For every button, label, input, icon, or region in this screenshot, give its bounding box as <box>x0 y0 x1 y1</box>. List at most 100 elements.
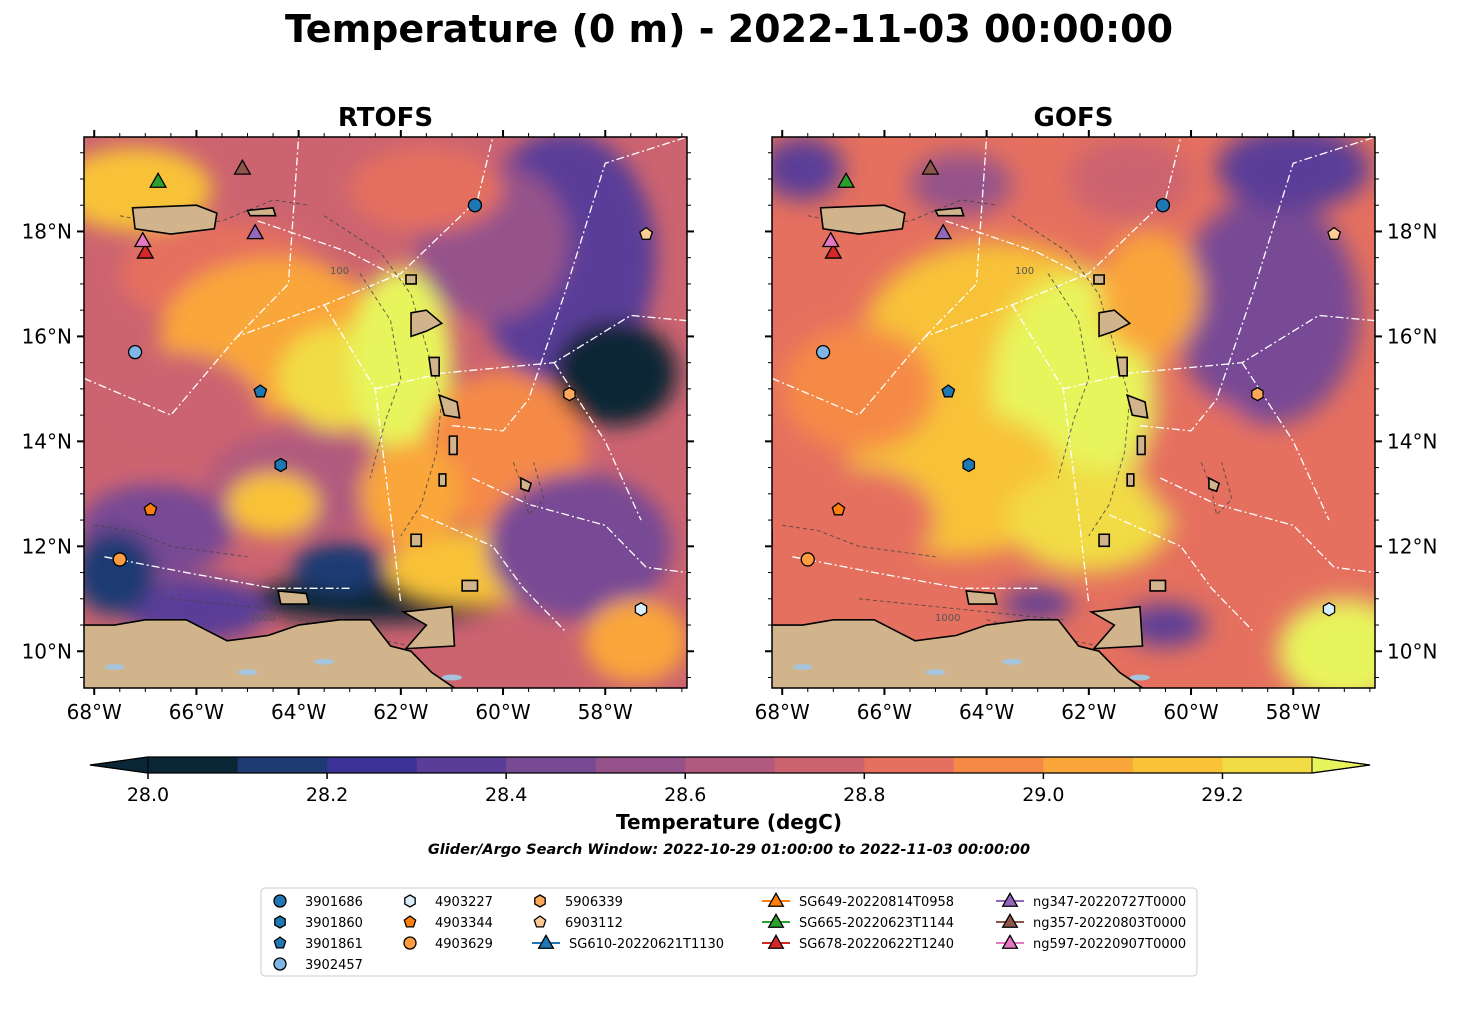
colorbar-segment <box>1222 757 1313 773</box>
south-america-land <box>772 618 1144 688</box>
map-frame-gofs <box>771 136 1376 689</box>
legend-marker-5906339 <box>534 894 546 908</box>
depth-contour <box>119 199 309 227</box>
landmass-gofs <box>772 204 1221 688</box>
eez-line <box>1011 304 1090 605</box>
colorbar-segment <box>1132 757 1223 773</box>
lake <box>925 669 946 676</box>
temperature-patch <box>1124 604 1207 647</box>
colorbar-segment <box>685 757 776 773</box>
marker-ng597-20220907T0000 <box>821 231 840 248</box>
y-tick-label: 14°N <box>1387 429 1437 453</box>
island-land <box>246 206 277 217</box>
x-tick-label: 60°W <box>475 700 530 724</box>
marker-SG678-20220622T1240 <box>136 242 155 259</box>
island-land <box>1098 309 1132 338</box>
lake <box>237 669 258 676</box>
map-panel-gofs: GOFS 1000 100 68°W 66°W 64°W 62°W 60°W 58°W 10… <box>755 103 1438 724</box>
marker-6903112 <box>639 226 654 240</box>
x-tick-label: 58°W <box>578 700 633 724</box>
marker-4903344 <box>831 502 846 516</box>
legend-label: SG665-20220623T1144 <box>799 916 954 931</box>
island-land <box>277 590 310 605</box>
temperature-patch <box>772 137 844 200</box>
colorbar-segments <box>89 756 1371 774</box>
colorbar-tick-label: 29.0 <box>1022 784 1064 806</box>
marker-3902457 <box>127 345 143 360</box>
island-land <box>84 529 85 545</box>
marker-5906339 <box>1251 386 1264 402</box>
legend-marker-4903344 <box>403 915 417 928</box>
figure-title: Temperature (0 m) - 2022-11-03 00:00:00 <box>285 7 1173 51</box>
eez-line <box>323 304 402 605</box>
island-land <box>461 579 479 592</box>
island-land <box>1093 274 1105 285</box>
map-frame-rtofs <box>83 136 688 689</box>
x-tick-label: 64°W <box>271 700 326 724</box>
temperature-patch <box>1175 194 1360 426</box>
lake <box>792 664 813 671</box>
landmass-rtofs <box>84 204 533 688</box>
marker-ng357-20220803T0000 <box>233 158 252 175</box>
temperature-patch <box>84 530 156 615</box>
island-land <box>520 476 533 493</box>
island-land <box>400 605 456 650</box>
temperature-patch <box>1099 231 1202 358</box>
colorbar-segment <box>506 757 597 773</box>
temperature-patch <box>1139 399 1263 526</box>
eez-line <box>945 220 1100 285</box>
legend-label: 6903112 <box>565 916 623 931</box>
island-land <box>1136 435 1146 456</box>
colorbar-tick-label: 28.8 <box>843 784 885 806</box>
eez-line <box>472 477 687 574</box>
y-tick-label: 12°N <box>22 534 72 558</box>
eez-line <box>1109 514 1253 631</box>
panel-title-gofs: GOFS <box>1034 103 1114 133</box>
depth-contour <box>807 199 997 227</box>
depth-contour <box>170 598 376 621</box>
marker-4903629 <box>800 552 815 567</box>
island-land <box>965 590 998 605</box>
marker-ng597-20220907T0000 <box>133 231 152 248</box>
legend-label: 4903344 <box>435 916 493 931</box>
marker-ng347-20220727T0000 <box>934 223 953 240</box>
eez-line <box>924 137 988 337</box>
marker-SG665-20220623T1144 <box>837 172 856 188</box>
legend-marker-SG649-20220814T0958 <box>767 891 785 907</box>
island-land <box>1208 476 1221 493</box>
legend-items: 3901686 3901860 3901861 3902457 4903227 49033… <box>273 891 1186 973</box>
eez-line <box>553 362 642 521</box>
eez-line <box>257 220 412 285</box>
colorbar-tick-label: 28.0 <box>127 784 169 806</box>
marker-6903112 <box>1327 226 1342 240</box>
platform-markers-rtofs <box>112 158 654 617</box>
contour-label: 1000 <box>250 613 275 624</box>
temperature-patch <box>349 147 504 232</box>
island-land <box>405 274 417 285</box>
legend-label: 4903629 <box>435 937 493 952</box>
contour-label: 100 <box>1015 266 1034 277</box>
temperature-patch <box>1068 137 1192 221</box>
colorbar-extend-high <box>1311 756 1371 774</box>
marker-3901861 <box>941 384 956 398</box>
island-land <box>819 204 906 235</box>
legend-label: SG649-20220814T0958 <box>799 895 954 910</box>
temperature-patch <box>554 320 677 426</box>
lake <box>441 674 462 681</box>
legend-marker-4903629 <box>403 936 417 950</box>
temperature-patch <box>1007 467 1171 573</box>
marker-3902457 <box>815 345 831 360</box>
island-land <box>410 533 423 548</box>
colorbar-extend-low <box>89 756 149 774</box>
x-tick-label: 60°W <box>1163 700 1218 724</box>
x-tick-label: 62°W <box>1061 700 1116 724</box>
legend-label: 5906339 <box>565 895 623 910</box>
marker-4903629 <box>112 552 127 567</box>
marker-5906339 <box>563 386 576 402</box>
legend-marker-3901861 <box>273 936 287 949</box>
eez-line <box>104 556 350 589</box>
depth-contour <box>359 273 402 479</box>
legend-marker-ng597-20220907T0000 <box>1001 933 1019 949</box>
temperature-patch <box>1216 137 1370 211</box>
marker-3901686 <box>467 198 483 213</box>
